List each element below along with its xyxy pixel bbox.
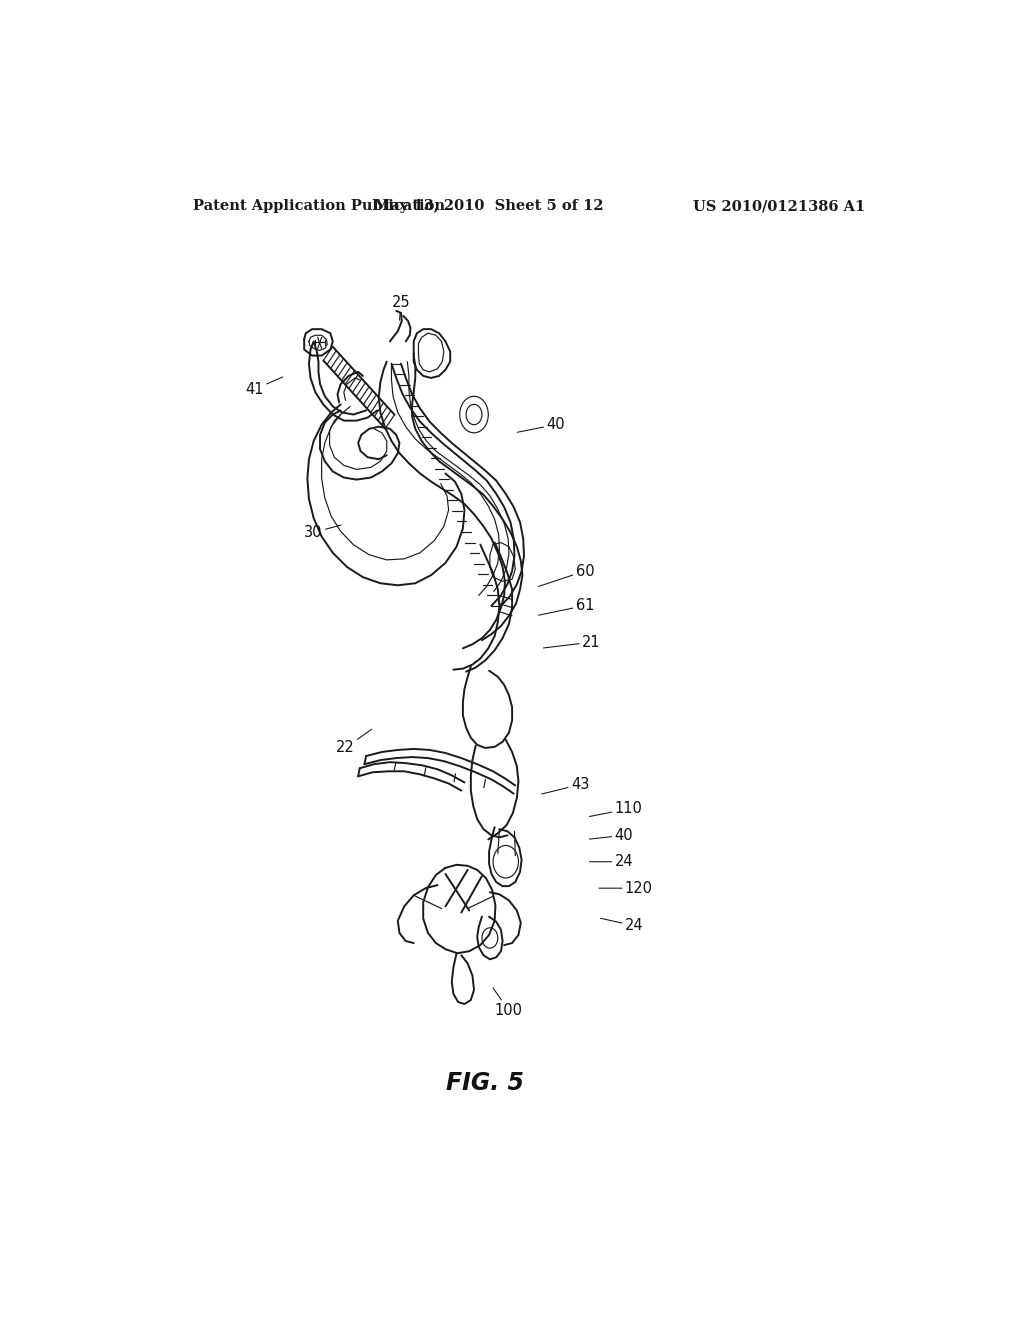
Text: 120: 120 xyxy=(599,880,652,896)
Text: 41: 41 xyxy=(246,378,283,396)
Text: 60: 60 xyxy=(539,564,594,586)
Text: 24: 24 xyxy=(590,854,633,870)
Text: 25: 25 xyxy=(391,296,410,321)
Text: 40: 40 xyxy=(590,828,633,843)
Text: US 2010/0121386 A1: US 2010/0121386 A1 xyxy=(692,199,865,213)
Text: 22: 22 xyxy=(336,729,372,755)
Text: May 13, 2010  Sheet 5 of 12: May 13, 2010 Sheet 5 of 12 xyxy=(375,199,604,213)
Text: 21: 21 xyxy=(544,635,600,649)
Text: Patent Application Publication: Patent Application Publication xyxy=(194,199,445,213)
Text: FIG. 5: FIG. 5 xyxy=(446,1072,524,1096)
Text: 30: 30 xyxy=(304,525,341,540)
Text: 100: 100 xyxy=(494,989,522,1018)
Text: 24: 24 xyxy=(600,919,643,933)
Text: 43: 43 xyxy=(542,777,589,795)
Text: 61: 61 xyxy=(539,598,594,615)
Text: 110: 110 xyxy=(590,801,642,817)
Text: 40: 40 xyxy=(517,417,565,432)
